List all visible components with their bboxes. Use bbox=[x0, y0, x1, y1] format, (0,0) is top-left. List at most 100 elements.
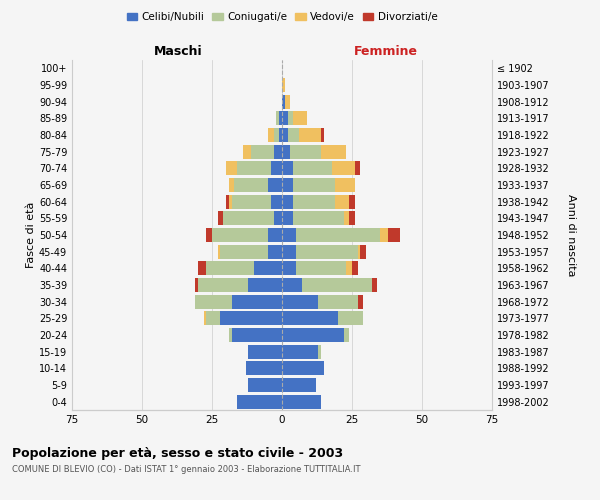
Bar bbox=[195, 294, 232, 308]
Bar bbox=[248, 344, 282, 359]
Text: Maschi: Maschi bbox=[154, 44, 203, 58]
Bar bbox=[344, 211, 349, 226]
Bar bbox=[268, 244, 282, 259]
Bar bbox=[293, 211, 344, 226]
Bar bbox=[302, 278, 371, 292]
Bar bbox=[229, 328, 232, 342]
Bar bbox=[282, 311, 338, 326]
Bar bbox=[206, 311, 220, 326]
Bar bbox=[282, 344, 319, 359]
Bar bbox=[349, 211, 355, 226]
Bar bbox=[380, 228, 388, 242]
Bar bbox=[237, 394, 282, 409]
Bar bbox=[235, 178, 268, 192]
Bar bbox=[237, 162, 271, 175]
Bar bbox=[251, 144, 274, 159]
Bar bbox=[282, 361, 324, 376]
Bar bbox=[220, 311, 282, 326]
Bar bbox=[296, 228, 380, 242]
Bar bbox=[271, 162, 282, 175]
Bar bbox=[282, 112, 287, 126]
Bar bbox=[271, 194, 282, 209]
Bar bbox=[282, 261, 296, 276]
Bar bbox=[282, 378, 316, 392]
Bar bbox=[274, 144, 282, 159]
Bar bbox=[223, 211, 274, 226]
Bar bbox=[282, 194, 293, 209]
Bar bbox=[293, 112, 307, 126]
Legend: Celibi/Nubili, Coniugati/e, Vedovi/e, Divorziati/e: Celibi/Nubili, Coniugati/e, Vedovi/e, Di… bbox=[122, 8, 442, 26]
Text: COMUNE DI BLEVIO (CO) - Dati ISTAT 1° gennaio 2003 - Elaborazione TUTTITALIA.IT: COMUNE DI BLEVIO (CO) - Dati ISTAT 1° ge… bbox=[12, 465, 361, 474]
Bar bbox=[371, 278, 377, 292]
Bar bbox=[335, 194, 349, 209]
Bar bbox=[282, 294, 319, 308]
Bar bbox=[206, 261, 254, 276]
Bar bbox=[243, 144, 251, 159]
Bar bbox=[254, 261, 282, 276]
Bar bbox=[287, 112, 293, 126]
Bar bbox=[226, 162, 237, 175]
Bar bbox=[232, 328, 282, 342]
Bar bbox=[335, 178, 355, 192]
Bar bbox=[282, 228, 296, 242]
Bar bbox=[361, 244, 366, 259]
Bar bbox=[287, 128, 299, 142]
Bar bbox=[206, 228, 212, 242]
Y-axis label: Anni di nascita: Anni di nascita bbox=[566, 194, 577, 276]
Bar bbox=[282, 162, 293, 175]
Bar bbox=[285, 94, 290, 109]
Bar bbox=[220, 244, 268, 259]
Bar bbox=[282, 178, 293, 192]
Bar bbox=[212, 228, 268, 242]
Bar bbox=[248, 378, 282, 392]
Bar bbox=[338, 311, 363, 326]
Bar bbox=[321, 128, 324, 142]
Bar bbox=[268, 228, 282, 242]
Bar bbox=[358, 244, 361, 259]
Bar bbox=[355, 162, 361, 175]
Bar bbox=[268, 178, 282, 192]
Bar bbox=[358, 294, 363, 308]
Y-axis label: Fasce di età: Fasce di età bbox=[26, 202, 36, 268]
Bar bbox=[198, 278, 248, 292]
Bar bbox=[282, 244, 296, 259]
Bar bbox=[279, 128, 282, 142]
Bar bbox=[346, 261, 352, 276]
Bar bbox=[218, 211, 223, 226]
Bar bbox=[293, 162, 332, 175]
Bar bbox=[229, 178, 235, 192]
Bar bbox=[282, 94, 285, 109]
Bar bbox=[293, 178, 335, 192]
Bar bbox=[282, 328, 344, 342]
Bar bbox=[282, 78, 285, 92]
Bar bbox=[229, 194, 232, 209]
Bar bbox=[296, 261, 346, 276]
Bar bbox=[344, 328, 349, 342]
Bar bbox=[274, 211, 282, 226]
Bar bbox=[218, 244, 220, 259]
Bar bbox=[352, 261, 358, 276]
Bar bbox=[290, 144, 321, 159]
Bar bbox=[282, 128, 287, 142]
Bar bbox=[198, 261, 206, 276]
Text: Femmine: Femmine bbox=[353, 44, 418, 58]
Bar bbox=[332, 162, 355, 175]
Bar bbox=[282, 144, 290, 159]
Bar bbox=[232, 194, 271, 209]
Bar bbox=[299, 128, 321, 142]
Bar bbox=[388, 228, 400, 242]
Bar bbox=[274, 128, 279, 142]
Text: Popolazione per età, sesso e stato civile - 2003: Popolazione per età, sesso e stato civil… bbox=[12, 448, 343, 460]
Bar bbox=[282, 394, 321, 409]
Bar bbox=[268, 128, 274, 142]
Bar bbox=[279, 112, 282, 126]
Bar bbox=[277, 112, 279, 126]
Bar bbox=[319, 344, 321, 359]
Bar bbox=[248, 278, 282, 292]
Bar bbox=[321, 144, 346, 159]
Bar bbox=[349, 194, 355, 209]
Bar bbox=[195, 278, 198, 292]
Bar bbox=[245, 361, 282, 376]
Bar bbox=[226, 194, 229, 209]
Bar bbox=[282, 278, 302, 292]
